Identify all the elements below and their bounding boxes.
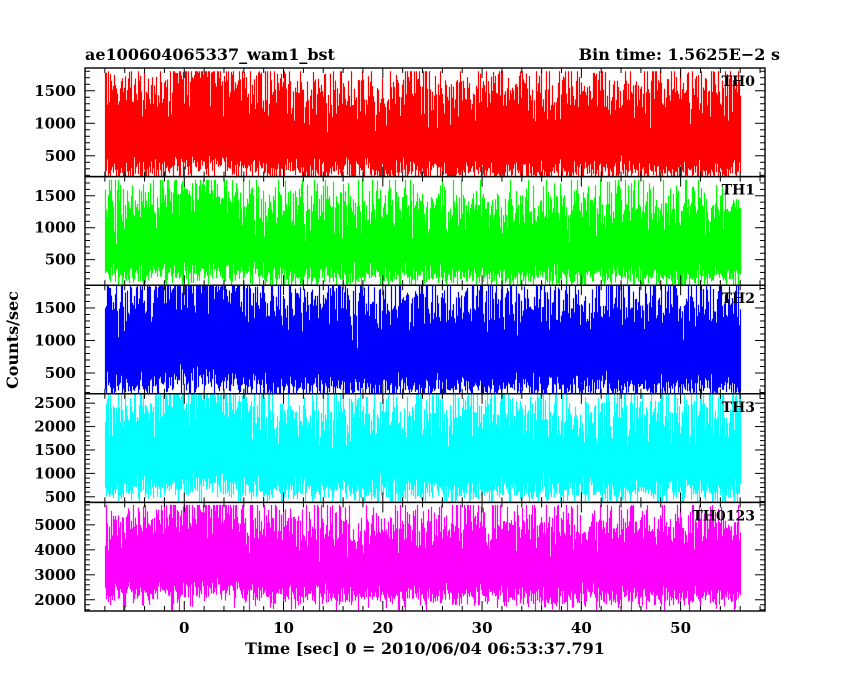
y-axis-title: Counts/sec: [3, 291, 22, 389]
x-axis-title: Time [sec] 0 = 2010/06/04 06:53:37.791: [245, 639, 605, 658]
figure-title: ae100604065337_wam1_bst: [85, 45, 336, 64]
y-tick-label: 500: [45, 364, 76, 382]
x-tick-labels: 0 10 20 30 40 50: [179, 619, 691, 637]
series-th1-line: [104, 179, 742, 286]
y-tick-label: 2500: [34, 394, 76, 412]
panel-label-th0123: TH0123: [692, 508, 755, 524]
panels-group: 500 1000 1500 TH0 500 1000 1500 TH1 500 1000 1500 T…: [34, 67, 766, 612]
y-tick-label: 2000: [34, 418, 76, 436]
y-tick-label: 4000: [34, 541, 76, 559]
y-tick-label: 500: [45, 251, 76, 269]
y-tick-label: 1000: [34, 114, 76, 132]
panel-label-th0: TH0: [722, 74, 756, 90]
panel-label-th1: TH1: [722, 183, 755, 199]
y-tick-label: 1500: [34, 82, 76, 100]
y-tick-label: 500: [45, 488, 76, 506]
y-tick-label: 1000: [34, 331, 76, 349]
series-th2-line: [104, 285, 742, 394]
x-tick-label: 50: [670, 619, 691, 637]
panel-th2: 500 1000 1500 TH2: [34, 284, 766, 395]
x-tick-label: 40: [571, 619, 592, 637]
series-th0123-line: [104, 504, 742, 611]
y-tick-label: 1000: [34, 219, 76, 237]
series-th0-line: [104, 71, 742, 177]
y-tick-label: 1500: [34, 187, 76, 205]
y-tick-label: 1500: [34, 441, 76, 459]
x-tick-label: 0: [179, 619, 189, 637]
y-tick-label: 1500: [34, 299, 76, 317]
bin-time-label: Bin time: 1.5625E−2 s: [579, 45, 780, 64]
y-tick-label: 3000: [34, 566, 76, 584]
x-tick-label: 10: [273, 619, 294, 637]
panel-label-th2: TH2: [722, 291, 755, 307]
panel-th1: 500 1000 1500 TH1: [34, 175, 766, 286]
x-tick-label: 30: [472, 619, 493, 637]
panel-th0123: 2000 3000 4000 5000 TH0123: [34, 501, 766, 612]
panel-th3: 500 1000 1500 2000 2500 TH3: [34, 393, 766, 506]
y-tick-label: 5000: [34, 516, 76, 534]
series-th3-line: [104, 393, 742, 503]
y-tick-label: 500: [45, 147, 76, 165]
y-tick-label: 2000: [34, 591, 76, 609]
y-tick-label: 1000: [34, 464, 76, 482]
panel-label-th3: TH3: [722, 400, 755, 416]
x-tick-label: 20: [372, 619, 393, 637]
panel-th0: 500 1000 1500 TH0: [34, 67, 766, 178]
panel-frame: [84, 501, 766, 612]
